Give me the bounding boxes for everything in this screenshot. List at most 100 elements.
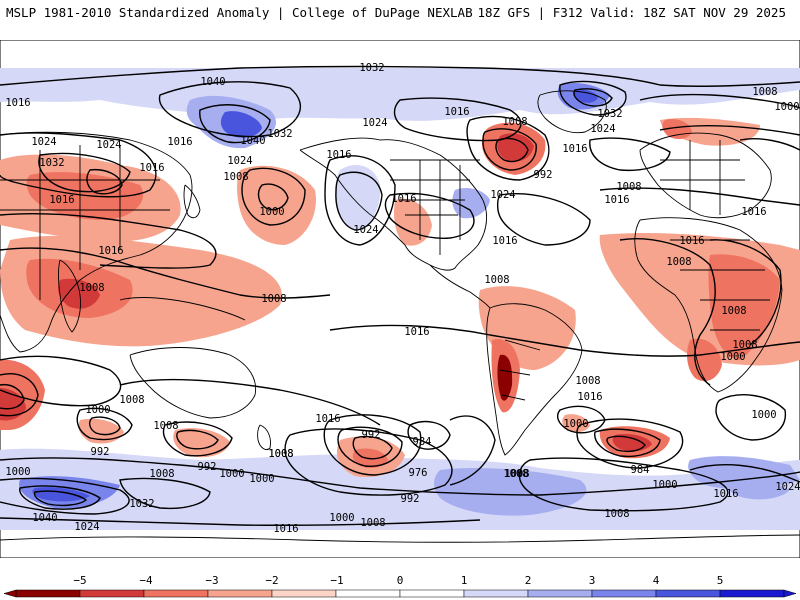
isobar-label: 1000: [563, 418, 588, 430]
isobar-label: 1016: [562, 143, 587, 155]
isobar-label: 1016: [139, 162, 164, 174]
isobar-label: 992: [534, 169, 553, 181]
colorbar: −5 −4 −3 −2 −1 0 1 2 3 4 5: [3, 574, 797, 598]
isobar-label: 1032: [39, 157, 64, 169]
isobar-label: 1032: [129, 498, 154, 510]
isobar-label: 984: [631, 464, 650, 476]
alaska-core-anomaly: [220, 111, 262, 138]
north-america-negative-anomaly: [394, 198, 432, 246]
west-pacific-negative-anomaly: [237, 165, 316, 245]
isobar-label: 1032: [597, 108, 622, 120]
colorbar-bin: [15, 589, 81, 598]
isobar-label: 1024: [353, 224, 378, 236]
map-title: MSLP 1981-2010 Standardized Anomaly | Co…: [6, 5, 473, 20]
isobar-label: 1008: [223, 171, 248, 183]
isobar-label: 1016: [5, 97, 30, 109]
isobar-label: 1008: [575, 375, 600, 387]
colorbar-tick: −4: [139, 574, 153, 587]
colorbar-tick: 3: [589, 574, 596, 587]
isobar-label: 1008: [721, 305, 746, 317]
isobar-label: 1000: [751, 409, 776, 421]
isobar-label: 992: [362, 429, 381, 441]
colorbar-tick: −3: [205, 574, 218, 587]
colorbar-min-arrow: [3, 589, 17, 598]
colorbar-tick: 2: [525, 574, 532, 587]
colorbar-tick: 1: [461, 574, 468, 587]
isobar-label: 1016: [167, 136, 192, 148]
greenland-core-anomaly: [573, 89, 598, 103]
colorbar-bins: [3, 589, 797, 598]
isobar-label: 1008: [732, 339, 757, 351]
colorbar-tick: −2: [265, 574, 278, 587]
isobar-label: 1024: [362, 117, 387, 129]
isobar-label: 1008: [149, 468, 174, 480]
isobar-label: 1000: [219, 468, 244, 480]
indian-ocean-core-anomaly: [58, 278, 100, 309]
isobar-label: 1016: [444, 106, 469, 118]
colorbar-bin: [463, 589, 529, 598]
isobar-label: 1008: [360, 517, 385, 529]
isobar-label: 1008: [119, 394, 144, 406]
isobar-label: 1008: [504, 468, 529, 480]
isobar-label: 1016: [679, 235, 704, 247]
isobar-label: 992: [91, 446, 110, 458]
isobar-label: 984: [413, 436, 432, 448]
isobar-label: 1016: [49, 194, 74, 206]
isobar-label: 1040: [240, 135, 265, 147]
colorbar-bin: [655, 589, 721, 598]
isobar-contours: [0, 65, 800, 526]
sw-indian-positive-anomaly: [726, 478, 790, 500]
isobar-label: 1000: [720, 351, 745, 363]
isobar-label: 1000: [259, 206, 284, 218]
colorbar-bin: [271, 589, 337, 598]
south-atlantic-small-anomaly: [562, 414, 590, 433]
isobar-label: 1000: [5, 466, 30, 478]
isobar-label: 1024: [775, 481, 800, 493]
isobar-label: 1016: [98, 245, 123, 257]
south-pacific-positive-anomaly: [434, 468, 587, 516]
isobar-label: 1016: [577, 391, 602, 403]
isobar-label: 1008: [666, 256, 691, 268]
colorbar-max-arrow: [783, 589, 797, 598]
isobar-label: 1016: [273, 523, 298, 535]
isobar-label: 992: [401, 493, 420, 505]
isobar-label: 1000: [774, 101, 799, 113]
isobar-label: 1024: [96, 139, 121, 151]
isobar-label: 1024: [31, 136, 56, 148]
isobar-label: 1024: [490, 189, 515, 201]
isobar-label: 992: [198, 461, 217, 473]
colorbar-bin: [591, 589, 657, 598]
isobar-label: 1016: [713, 488, 738, 500]
isobar-label: 1000: [652, 479, 677, 491]
isobar-label: 1016: [404, 326, 429, 338]
isobar-label: 1008: [604, 508, 629, 520]
isobar-label: 1016: [604, 194, 629, 206]
isobar-label: 1008: [153, 420, 178, 432]
isobar-label: 1000: [329, 512, 354, 524]
colorbar-tick: −1: [330, 574, 343, 587]
colorbar-bin: [335, 589, 401, 598]
colorbar-tick: 5: [717, 574, 724, 587]
isobar-label: 1016: [315, 413, 340, 425]
southern-ocean-low-anomaly-west: [173, 428, 230, 458]
isobar-label: 1000: [249, 473, 274, 485]
isobar-label: 1016: [741, 206, 766, 218]
isobar-label: 976: [409, 467, 428, 479]
isobar-label: 1008: [261, 293, 286, 305]
isobar-label: 1008: [268, 448, 293, 460]
isobar-label: 1000: [85, 404, 110, 416]
isobar-labels: 1032 1040 1016 1024 1032 1040 1024 1016 …: [5, 62, 800, 535]
colorbar-bin: [79, 589, 145, 598]
colorbar-bin: [527, 589, 593, 598]
isobar-label: 1032: [359, 62, 384, 74]
north-atlantic-core-anomaly: [497, 133, 534, 162]
run-info: 18Z GFS | F312 Valid: 18Z SAT NOV 29 202…: [477, 5, 786, 20]
colorbar-tick: −5: [73, 574, 86, 587]
isobar-label: 1016: [391, 193, 416, 205]
isobar-label: 1016: [326, 149, 351, 161]
isobar-label: 1032: [267, 128, 292, 140]
isobar-label: 1008: [79, 282, 104, 294]
colorbar-tick: 0: [397, 574, 404, 587]
colorbar-tick: 4: [653, 574, 660, 587]
anomaly-map: 1032 1040 1016 1024 1032 1040 1024 1016 …: [0, 40, 800, 558]
